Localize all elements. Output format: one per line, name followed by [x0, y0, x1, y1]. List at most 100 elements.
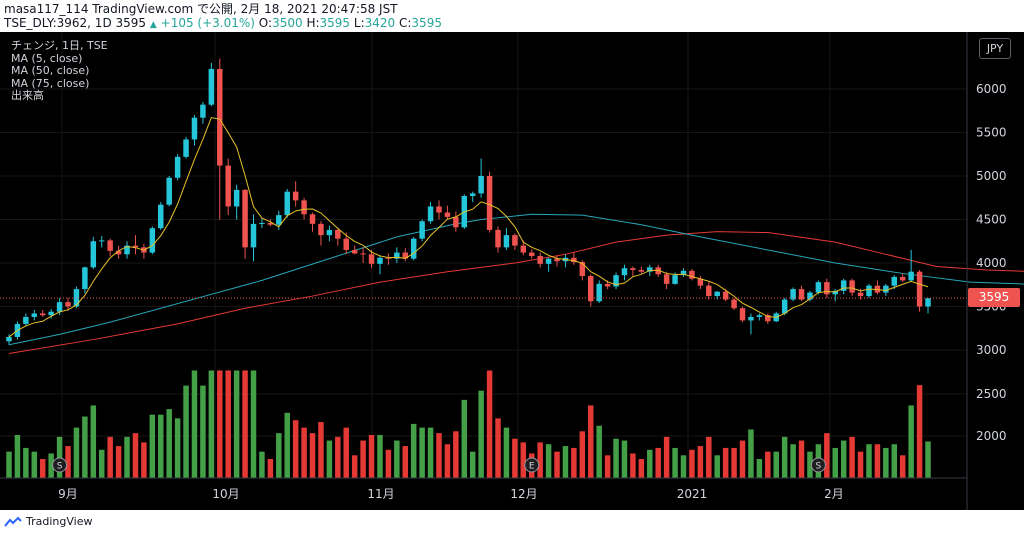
candle-body — [647, 267, 653, 272]
event-marker-circle[interactable] — [524, 457, 540, 473]
candle-body — [419, 221, 425, 239]
candle-body — [832, 290, 838, 295]
volume-bar — [469, 451, 476, 478]
volume-bar — [335, 436, 341, 478]
chart-canvas[interactable]: SESE 30003500400045005000550060002000250… — [0, 32, 1024, 510]
candle-body — [242, 189, 248, 248]
high-label: H: — [306, 16, 320, 30]
volume-bar — [486, 370, 493, 478]
volume-bar — [765, 451, 771, 478]
ma5-polyline — [8, 116, 929, 338]
candle-body — [857, 292, 864, 297]
volume-bar — [579, 431, 586, 478]
x-tick-label: 10月 — [212, 487, 239, 501]
chart-legend: チェンジ, 1日, TSE MA (5, close) MA (50, clos… — [11, 39, 108, 103]
candle-body — [166, 177, 172, 205]
legend-ma75[interactable]: MA (75, close) — [11, 76, 90, 90]
volume-bar — [107, 436, 113, 478]
volume-bar — [436, 433, 442, 478]
low-label: L: — [353, 16, 365, 30]
volume-bar — [731, 447, 737, 478]
candle-body — [233, 189, 240, 207]
currency-button[interactable]: JPY — [979, 38, 1011, 59]
candle-body — [250, 223, 257, 248]
volume-bar — [495, 418, 501, 478]
candle-body — [883, 285, 889, 293]
volume-bar — [714, 455, 720, 478]
candle-body — [630, 268, 636, 270]
volume-bar — [166, 409, 172, 478]
legend-volume[interactable]: 出来高 — [11, 89, 44, 102]
username[interactable]: masa117_114 — [4, 2, 89, 16]
volume-bar — [512, 438, 518, 478]
candle-body — [554, 258, 560, 262]
volume-bar — [394, 440, 400, 478]
candle-body — [503, 235, 510, 248]
volume-bar — [233, 370, 240, 478]
brand-name: TradingView — [26, 515, 93, 528]
volume-bar — [638, 459, 645, 478]
candle-body — [158, 204, 164, 229]
candle-body — [807, 292, 813, 300]
candlesticks — [6, 58, 931, 345]
candle-body — [82, 267, 88, 290]
volume-bar — [191, 370, 198, 478]
candle-body — [528, 252, 535, 257]
candle-body — [815, 282, 822, 293]
volume-bar — [39, 459, 46, 478]
volume-bar — [90, 405, 97, 478]
volume-bar — [790, 444, 796, 478]
volume-bar — [267, 459, 274, 478]
candle-body — [318, 223, 324, 236]
candle-body — [596, 283, 602, 302]
volume-bar — [537, 442, 543, 478]
candle-body — [537, 256, 543, 264]
candle-body — [276, 215, 282, 225]
event-marker-circle[interactable] — [52, 457, 68, 473]
ma5-line — [8, 116, 929, 338]
publish-line: masa117_114 TradingView.com で公開, 2月 18, … — [4, 2, 398, 16]
volume-bar — [402, 446, 409, 478]
legend-ma50[interactable]: MA (50, close) — [11, 64, 90, 77]
candle-body — [478, 176, 484, 194]
candle-body — [90, 241, 97, 268]
volume-bar — [284, 412, 290, 478]
volume-bar — [604, 455, 611, 478]
volume-bar — [217, 370, 223, 478]
volume-bar — [461, 399, 468, 478]
ma50-line — [8, 213, 1024, 346]
candle-body — [394, 252, 400, 259]
volume-bar — [132, 433, 139, 478]
x-tick-label: 2021 — [677, 487, 708, 501]
volume-bar — [351, 455, 358, 478]
candle-body — [208, 68, 215, 105]
candle-body — [469, 193, 476, 197]
event-marker-label: S — [816, 462, 822, 472]
volume-bar — [385, 449, 392, 478]
event-markers: SESE — [52, 457, 826, 473]
candle-body — [200, 104, 206, 118]
close-value: 3595 — [411, 16, 442, 30]
y-tick-label: 3000 — [976, 343, 1007, 357]
candle-body — [849, 280, 855, 293]
time-axis[interactable]: 9月 10月 11月 12月 2021 2月 — [58, 487, 844, 501]
volume-bar — [899, 455, 906, 478]
volume-bar — [158, 414, 164, 478]
candle-body — [427, 206, 434, 222]
volume-bar — [706, 436, 712, 478]
volume-bar — [925, 441, 931, 478]
price-axis[interactable]: 300035004000450050005500600020002500 — [976, 82, 1007, 443]
brand[interactable]: TradingView — [4, 515, 92, 528]
volume-bar — [840, 440, 847, 478]
candle-body — [739, 308, 746, 321]
volume-bar — [663, 436, 670, 478]
volume-bar — [65, 446, 71, 478]
candle-body — [613, 275, 619, 287]
candle-body — [638, 269, 645, 272]
volume-bar — [208, 370, 215, 478]
site-name: TradingView.com — [92, 2, 194, 16]
candle-body — [225, 165, 231, 207]
volume-bar — [891, 444, 898, 478]
event-marker-circle[interactable] — [810, 457, 826, 473]
legend-ma5[interactable]: MA (5, close) — [11, 51, 83, 65]
